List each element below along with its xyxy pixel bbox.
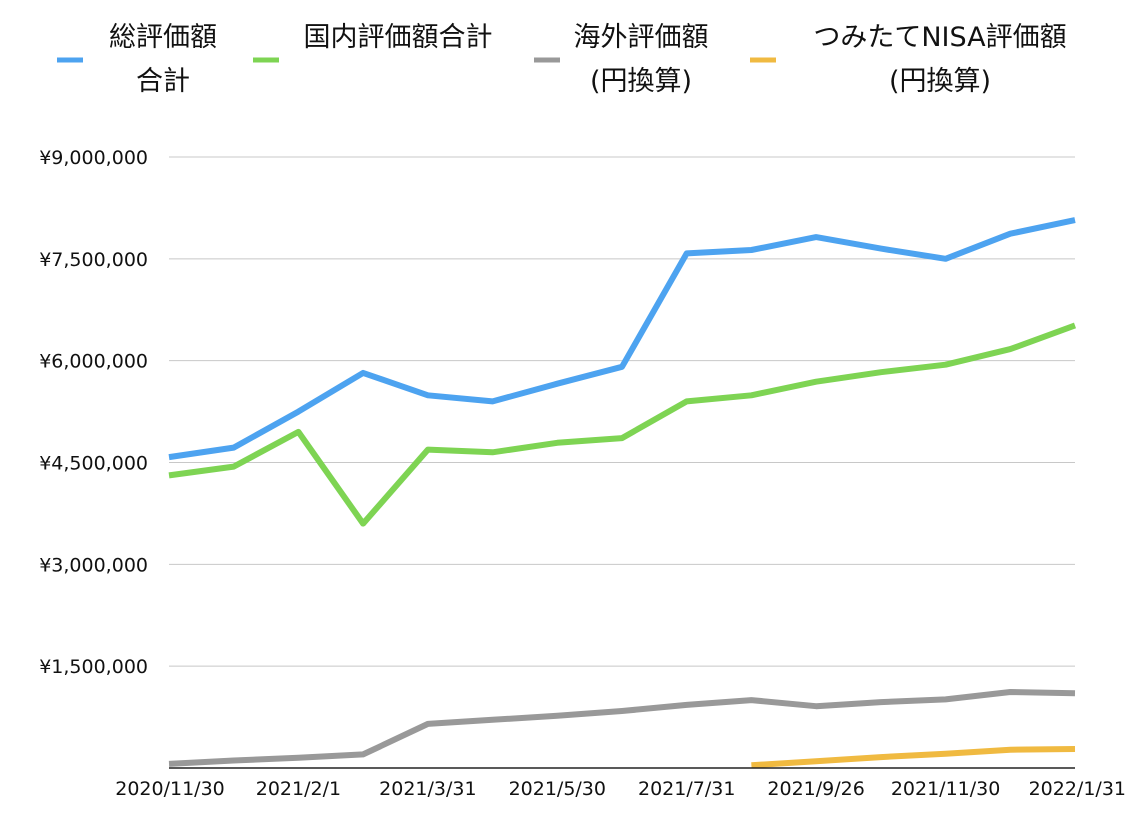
x-tick-label: 2020/11/30 bbox=[115, 778, 225, 800]
legend-item-2: 海外評価額 (円換算) bbox=[534, 22, 709, 97]
legend-label: (円換算) bbox=[889, 66, 991, 97]
series-line-1 bbox=[168, 322, 1077, 527]
series-line-0 bbox=[168, 217, 1076, 461]
grid-lines bbox=[169, 156, 1075, 667]
y-tick-label: ¥7,500,000 bbox=[39, 249, 148, 271]
y-tick-label: ¥1,500,000 bbox=[39, 656, 148, 678]
x-tick-label: 2021/9/26 bbox=[767, 778, 864, 800]
series-lines bbox=[168, 217, 1077, 769]
y-tick-label: ¥6,000,000 bbox=[39, 351, 148, 373]
series-line-3 bbox=[751, 746, 1076, 769]
legend-label: 合計 bbox=[136, 66, 190, 97]
axes: ¥1,500,000 ¥3,000,000 ¥4,500,000 ¥6,000,000… bbox=[39, 147, 1126, 800]
legend-label: 国内評価額合計 bbox=[304, 22, 493, 53]
x-tick-label: 2021/3/31 bbox=[379, 778, 476, 800]
y-tick-label: ¥4,500,000 bbox=[39, 453, 148, 475]
y-tick-label: ¥3,000,000 bbox=[39, 554, 148, 576]
legend-item-3: つみたてNISA評価額 (円換算) bbox=[750, 22, 1067, 97]
x-tick-label: 2021/2/1 bbox=[256, 778, 341, 800]
x-tick-label: 2021/5/30 bbox=[509, 778, 606, 800]
legend-label: 海外評価額 bbox=[574, 22, 709, 53]
y-tick-label: ¥9,000,000 bbox=[39, 147, 148, 169]
x-tick-label: 2022/1/31 bbox=[1029, 778, 1126, 800]
legend-label: つみたてNISA評価額 bbox=[813, 22, 1066, 53]
legend-label: 総評価額 bbox=[109, 22, 217, 53]
legend-item-1: 国内評価額合計 bbox=[253, 22, 493, 63]
legend-label: (円換算) bbox=[590, 66, 692, 97]
x-tick-label: 2021/7/31 bbox=[638, 778, 735, 800]
x-tick-label: 2021/11/30 bbox=[891, 778, 1001, 800]
